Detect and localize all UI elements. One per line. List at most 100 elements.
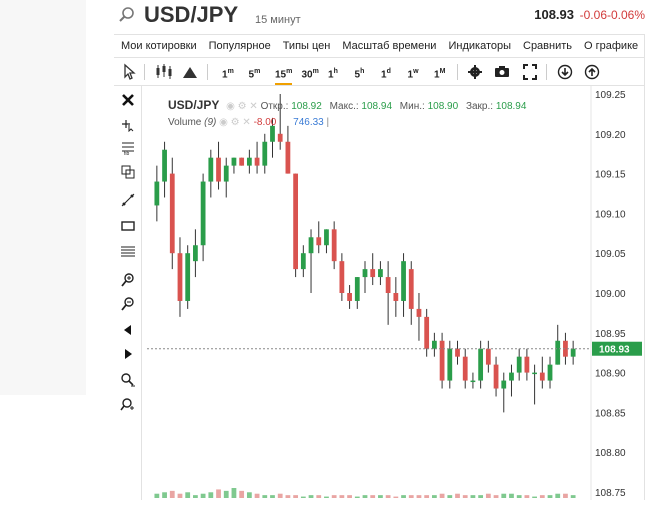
- volume-bar: [285, 495, 291, 498]
- candle-body: [223, 165, 229, 182]
- timeframe-15m[interactable]: 15m: [275, 62, 293, 85]
- y-tick-label: 108.75: [595, 488, 626, 499]
- fibonacci-icon[interactable]: fib: [120, 140, 136, 156]
- download-icon[interactable]: [557, 62, 573, 82]
- zoom-in-icon[interactable]: [120, 272, 136, 288]
- candle-body: [439, 340, 445, 381]
- volume-bar: [431, 495, 437, 498]
- legend-low-label: Мин.:: [399, 101, 425, 112]
- volume-eye-icon[interactable]: ◉ ⚙ ✕: [219, 117, 251, 128]
- volume-legend: Volume (9) ◉ ⚙ ✕ -8.00 746.33 |: [168, 117, 329, 128]
- lines-icon[interactable]: [120, 244, 136, 260]
- volume-bar: [555, 493, 561, 498]
- candle-body: [370, 269, 376, 278]
- candle-body: [462, 356, 468, 381]
- legend-eye-icon[interactable]: ◉ ⚙ ✕: [226, 101, 258, 112]
- price-chart[interactable]: 109.25 109.20 109.15 109.10 109.05 109.00 108.…: [143, 86, 645, 500]
- candle-body: [169, 173, 175, 254]
- candle-body: [509, 372, 514, 381]
- volume-bar: [169, 490, 175, 498]
- chart-toolbar: 1m 5m 15m 30m 1h 5h 1d 1w 1M: [114, 58, 644, 86]
- timeframe-5h[interactable]: 5h: [354, 68, 365, 81]
- volume-bar: [208, 492, 214, 498]
- timeframe-1m[interactable]: 1m: [222, 68, 234, 81]
- timeframe-1d[interactable]: 1d: [381, 68, 391, 81]
- candle-body: [485, 348, 491, 365]
- scroll-left-icon[interactable]: [120, 322, 136, 338]
- y-tick-label: 108.95: [595, 329, 626, 340]
- timeframe-5m[interactable]: 5m: [248, 68, 261, 81]
- candle-body: [447, 348, 453, 381]
- candle-body: [239, 157, 245, 166]
- menu-indicators[interactable]: Индикаторы: [448, 40, 511, 52]
- volume-bar: [324, 496, 329, 498]
- volume-bar: [193, 495, 198, 498]
- volume-bar: [354, 496, 360, 498]
- mountain-icon[interactable]: [182, 62, 198, 82]
- ohlc-legend: USD/JPY ◉ ⚙ ✕ Откр.: 108.92 Макс.: 108.9…: [168, 98, 531, 112]
- menu-my-quotes[interactable]: Мои котировки: [121, 40, 197, 52]
- rectangle-icon[interactable]: [120, 218, 136, 234]
- candle-body: [254, 157, 260, 166]
- menu-bar: Мои котировки Популярное Типы цен Масшта…: [114, 34, 644, 58]
- upload-icon[interactable]: [584, 62, 600, 82]
- candle-body: [455, 348, 460, 357]
- menu-price-types[interactable]: Типы цен: [282, 40, 331, 52]
- menu-popular[interactable]: Популярное: [208, 40, 271, 52]
- scroll-right-icon[interactable]: [120, 346, 136, 362]
- zoom-select-icon[interactable]: [120, 372, 136, 388]
- zoom-reset-icon[interactable]: [120, 396, 136, 412]
- copy-icon[interactable]: [120, 164, 136, 180]
- candle-body: [424, 316, 430, 349]
- timeframe-1M[interactable]: 1M: [434, 68, 446, 81]
- search-icon[interactable]: [118, 6, 136, 24]
- close-icon[interactable]: [120, 92, 136, 108]
- settings-icon[interactable]: [467, 62, 483, 82]
- y-tick-label: 109.20: [595, 130, 626, 141]
- trendline-icon[interactable]: [120, 192, 136, 208]
- zoom-out-icon[interactable]: [120, 296, 136, 312]
- candle-body: [478, 348, 484, 381]
- volume-bar: [185, 492, 191, 498]
- volume-bar: [339, 495, 345, 498]
- fullscreen-icon[interactable]: [522, 62, 538, 82]
- candle-body: [362, 269, 368, 278]
- timeframe-1h[interactable]: 1h: [328, 68, 338, 81]
- menu-compare[interactable]: Сравнить: [523, 40, 573, 52]
- current-price-tag: [592, 341, 642, 356]
- candle-body: [208, 157, 214, 182]
- candle-body: [285, 141, 291, 174]
- camera-icon[interactable]: [494, 62, 510, 82]
- volume-bar: [254, 493, 260, 498]
- candle-body: [316, 237, 322, 246]
- y-tick-label: 109.25: [595, 90, 626, 101]
- volume-bar: [246, 492, 252, 498]
- candle-body: [162, 149, 167, 182]
- candles-icon[interactable]: [154, 62, 174, 82]
- volume-bar: [162, 492, 167, 498]
- volume-bar: [308, 495, 314, 498]
- candle-body: [516, 356, 522, 373]
- candle-body: [539, 372, 545, 381]
- timeframe-30m[interactable]: 30m: [301, 68, 319, 81]
- volume-bar: [293, 495, 299, 498]
- volume-bar: [570, 495, 576, 498]
- timeframe-1w[interactable]: 1w: [407, 68, 419, 81]
- y-tick-label: 109.15: [595, 170, 626, 181]
- volume-bars-icon: |: [326, 117, 330, 128]
- current-price-label: 108.93: [599, 345, 630, 356]
- menu-about-chart[interactable]: О графике: [584, 40, 639, 52]
- volume-bar: [424, 495, 430, 498]
- volume-bar: [408, 495, 414, 498]
- volume-bar: [239, 490, 245, 498]
- volume-bar: [493, 495, 499, 498]
- volume-bar: [563, 493, 568, 498]
- candle-body: [216, 157, 221, 182]
- candle-body: [154, 181, 160, 206]
- candle-body: [493, 364, 499, 389]
- chart-border: [644, 34, 645, 500]
- legend-open-label: Откр.:: [260, 101, 289, 112]
- cursor-icon[interactable]: [122, 62, 136, 82]
- menu-time-scale[interactable]: Масштаб времени: [342, 40, 437, 52]
- cursor-cross-icon[interactable]: [120, 116, 136, 132]
